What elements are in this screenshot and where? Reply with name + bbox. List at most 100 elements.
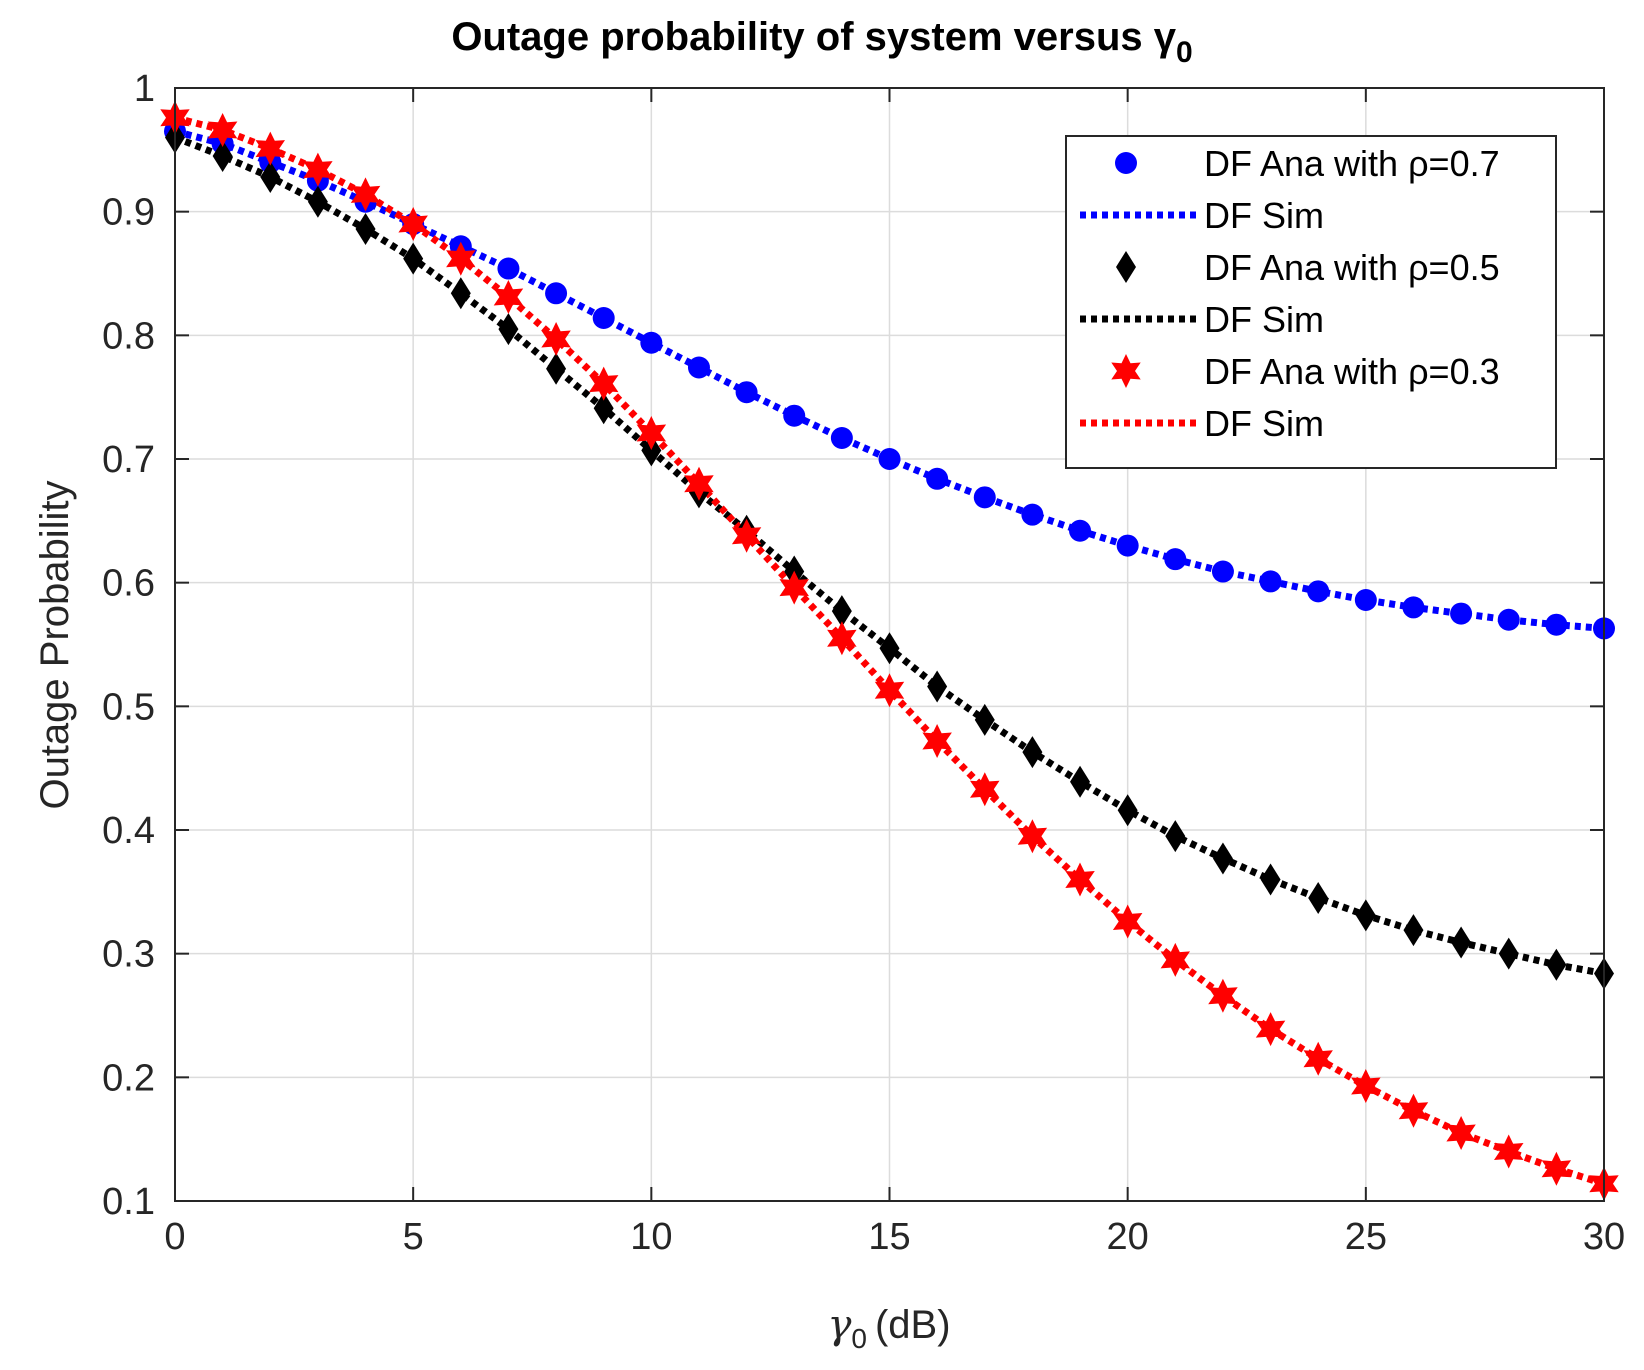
series-3-point	[874, 673, 905, 708]
series-3-point	[684, 466, 714, 501]
series-2-point	[831, 595, 852, 628]
y-tick-label: 0.8	[102, 315, 155, 357]
series-1-point	[1450, 602, 1473, 625]
series-3-point	[1065, 862, 1095, 897]
series-2-point	[1355, 899, 1376, 932]
x-tick-label: 20	[1107, 1216, 1149, 1258]
y-tick-label: 0.6	[102, 563, 155, 605]
series-2-point	[641, 434, 662, 467]
series-1-point	[592, 307, 615, 330]
y-tick-label: 1	[134, 68, 155, 110]
series-3-point	[1446, 1116, 1476, 1150]
series-2-point	[1212, 842, 1233, 875]
series-3-point	[493, 280, 524, 314]
series-2-point	[1070, 765, 1091, 798]
x-tick-label: 0	[164, 1216, 185, 1258]
x-tick-label: 10	[630, 1216, 672, 1258]
series-3-point	[207, 113, 238, 147]
series-3-point	[970, 772, 1000, 807]
series-3-point	[398, 207, 428, 241]
legend-label-sim-1: DF Sim	[1204, 195, 1324, 236]
x-axis-label: γ0 (dB)	[827, 1302, 950, 1354]
series-2-point	[546, 352, 567, 385]
series-1-point	[926, 467, 949, 490]
series-2-point	[593, 392, 614, 425]
series-1-point	[1545, 613, 1568, 636]
series-1-point	[1402, 596, 1425, 619]
y-tick-label: 0.7	[102, 439, 155, 481]
series-3-point	[1541, 1151, 1572, 1186]
axis-ticks: 0 5 10 15 20 25 30 0.1 0.2 0.3 0.4 0.5 0.6 0.7 0.8 0.9 1	[102, 68, 1625, 1258]
y-axis-label: Outage Probability	[33, 480, 77, 809]
series-2-point	[1117, 794, 1138, 827]
series-3-point	[1494, 1134, 1524, 1169]
y-tick-label: 0.5	[102, 686, 155, 728]
series-2-point	[1498, 937, 1519, 970]
series-1-point	[735, 381, 758, 404]
series-markers	[160, 100, 1619, 1201]
series-3-point	[350, 177, 381, 212]
series-3-point	[922, 724, 952, 758]
legend-marker-3	[1111, 354, 1141, 388]
x-tick-label: 25	[1345, 1216, 1387, 1258]
series-1-point	[1211, 560, 1234, 583]
x-tick-label: 5	[403, 1216, 424, 1258]
series-3-point	[1208, 978, 1238, 1013]
series-3-point	[255, 131, 285, 166]
series-1-point	[687, 356, 710, 379]
series-2-point	[974, 703, 995, 736]
series-3-point	[1398, 1093, 1429, 1128]
legend-label-sim-3: DF Sim	[1204, 403, 1324, 444]
legend-label-ana-2: DF Ana with ρ=0.5	[1204, 247, 1500, 288]
series-1-point	[1069, 519, 1092, 542]
legend-label-ana-1: DF Ana with ρ=0.7	[1204, 143, 1500, 184]
series-3-point	[1112, 904, 1143, 939]
legend-label-sim-2: DF Sim	[1204, 299, 1324, 340]
series-3-point	[541, 322, 571, 356]
series-1-point	[1259, 570, 1282, 593]
series-3-point	[1160, 942, 1190, 977]
series-2-point	[403, 242, 424, 275]
series-1-point	[1497, 608, 1520, 631]
y-tick-label: 0.4	[102, 810, 155, 852]
series-3-point	[303, 152, 333, 187]
series-1-point	[1354, 588, 1377, 611]
series-2-point	[1022, 736, 1043, 769]
series-1-point	[973, 486, 996, 509]
series-3-point	[589, 366, 619, 401]
legend-box	[1065, 135, 1557, 469]
series-1-point	[640, 331, 663, 354]
x-tick-label: 30	[1583, 1216, 1625, 1258]
series-1-point	[783, 404, 806, 427]
series-3-point	[1017, 819, 1048, 854]
series-2-point	[879, 632, 900, 665]
series-3-point	[446, 241, 476, 276]
y-tick-label: 0.9	[102, 192, 155, 234]
series-1-point	[1164, 548, 1187, 571]
series-1-point	[830, 426, 853, 449]
chart-title: Outage probability of system versus γ0	[451, 15, 1192, 69]
series-1-point	[1116, 534, 1139, 557]
series-1-point	[545, 282, 568, 305]
series-1-point	[878, 448, 901, 470]
y-tick-label: 0.1	[102, 1181, 155, 1223]
series-1-point	[1021, 503, 1044, 526]
series-3-point	[779, 570, 809, 605]
legend-marker-1	[1115, 152, 1137, 174]
legend: DF Ana with ρ=0.7 DF Sim DF Ana with ρ=0.5…	[1065, 135, 1557, 469]
legend-marker-2	[1116, 251, 1136, 283]
series-2-point	[1308, 882, 1329, 915]
series-2-point	[1403, 914, 1424, 947]
series-3-point	[1303, 1041, 1333, 1076]
series-3-point	[1255, 1012, 1286, 1047]
series-2-point	[1260, 863, 1281, 896]
series-3-point	[731, 518, 762, 553]
series-3-point	[636, 416, 667, 450]
series-1-point	[1307, 580, 1330, 603]
series-3-point	[827, 621, 857, 656]
series-2-point	[1546, 948, 1567, 981]
y-tick-label: 0.3	[102, 934, 155, 976]
series-2-point	[1451, 926, 1472, 959]
x-tick-label: 15	[868, 1216, 910, 1258]
